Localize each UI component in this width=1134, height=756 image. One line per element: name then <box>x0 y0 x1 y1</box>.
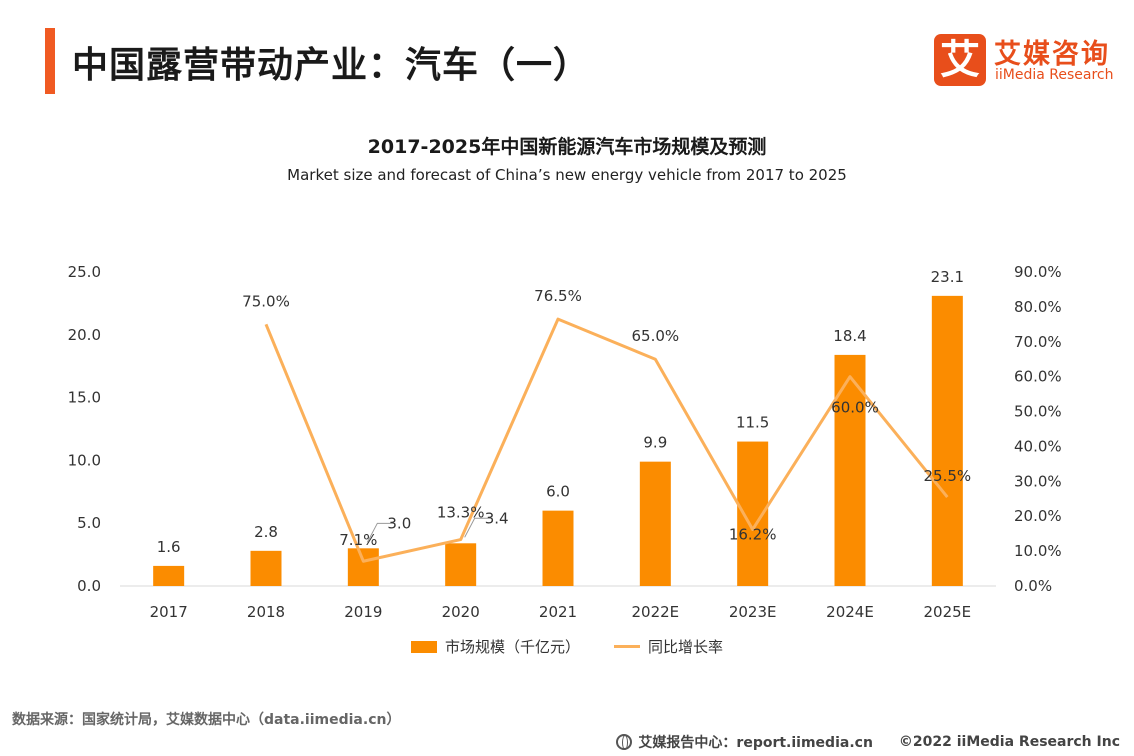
y-left-tick-label: 0.0 <box>77 577 101 595</box>
line-data-label: 65.0% <box>632 327 680 345</box>
x-tick-label: 2019 <box>344 603 382 621</box>
bar <box>931 295 963 586</box>
y-right-tick-label: 20.0% <box>1014 507 1062 525</box>
bar-data-label: 9.9 <box>643 434 667 452</box>
growth-rate-line <box>264 317 949 563</box>
bar-data-label: 2.8 <box>254 523 278 541</box>
y-right-tick-label: 90.0% <box>1014 263 1062 281</box>
x-tick-label: 2024E <box>826 603 874 621</box>
report-center-link[interactable]: 艾媒报告中心：report.iimedia.cn <box>638 735 873 751</box>
bar <box>347 548 379 586</box>
y-right-tick-label: 60.0% <box>1014 368 1062 386</box>
globe-icon <box>616 734 633 750</box>
title-accent-bar <box>45 28 55 94</box>
chart-title: 2017-2025年中国新能源汽车市场规模及预测 <box>367 136 767 158</box>
bar-data-label: 6.0 <box>546 483 570 501</box>
y-right-tick-label: 50.0% <box>1014 403 1062 421</box>
y-left-tick-label: 5.0 <box>77 514 101 532</box>
y-left-tick-label: 15.0 <box>68 389 101 407</box>
chart-legend: 市场规模（千亿元） 同比增长率 <box>0 636 1134 657</box>
data-source: 数据来源：国家统计局，艾媒数据中心（data.iimedia.cn） <box>12 712 401 728</box>
x-tick-label: 2022E <box>632 603 680 621</box>
line-data-label: 76.5% <box>534 287 582 305</box>
line-data-label: 16.2% <box>729 525 777 543</box>
data-label-leader <box>464 517 493 538</box>
logo-mark: 艾 <box>934 34 986 86</box>
y-left-tick-label: 10.0 <box>68 451 101 469</box>
y-right-tick-label: 80.0% <box>1014 298 1062 316</box>
bar-data-label: 18.4 <box>833 327 866 345</box>
logo-cn-text: 艾媒咨询 <box>994 39 1110 70</box>
line-data-label: 13.3% <box>437 504 485 522</box>
bar-data-label: 23.1 <box>931 268 964 286</box>
x-tick-label: 2023E <box>729 603 777 621</box>
line-data-label: 7.1% <box>339 531 377 549</box>
bar <box>639 461 671 586</box>
legend-label-market-size: 市场规模（千亿元） <box>444 638 580 656</box>
legend-line-swatch <box>614 645 640 648</box>
bar <box>250 550 282 586</box>
footer: 艾媒报告中心：report.iimedia.cn ©2022 iiMedia R… <box>616 732 1120 752</box>
copyright: ©2022 iiMedia Research Inc <box>898 734 1120 750</box>
bar-data-label: 3.4 <box>485 509 509 527</box>
page-title: 中国露营带动产业：汽车（一） <box>72 45 591 86</box>
legend-item-growth-rate: 同比增长率 <box>614 636 723 657</box>
line-data-label: 25.5% <box>924 467 972 485</box>
bar <box>445 543 477 586</box>
x-tick-label: 2020 <box>442 603 480 621</box>
y-right-tick-label: 30.0% <box>1014 472 1062 490</box>
logo-en-text: iiMedia Research <box>995 67 1114 83</box>
bar-data-label: 11.5 <box>736 414 769 432</box>
x-tick-label: 2018 <box>247 603 285 621</box>
y-left-tick-label: 20.0 <box>68 326 101 344</box>
bar <box>153 565 185 586</box>
x-tick-label: 2017 <box>150 603 188 621</box>
bar-data-label: 1.6 <box>157 538 181 556</box>
bar-data-label: 3.0 <box>387 514 411 532</box>
legend-bar-swatch <box>410 640 437 653</box>
y-right-tick-label: 10.0% <box>1014 542 1062 560</box>
data-label-leader <box>366 522 396 543</box>
x-tick-label: 2021 <box>539 603 577 621</box>
legend-item-market-size: 市场规模（千亿元） <box>410 636 580 657</box>
y-right-tick-label: 70.0% <box>1014 333 1062 351</box>
bar <box>542 510 574 586</box>
line-data-label: 75.0% <box>242 292 290 310</box>
legend-label-growth-rate: 同比增长率 <box>648 638 724 656</box>
y-right-tick-label: 40.0% <box>1014 437 1062 455</box>
line-data-label: 60.0% <box>831 399 879 417</box>
x-tick-label: 2025E <box>924 603 972 621</box>
y-left-tick-label: 25.0 <box>68 263 101 281</box>
y-right-tick-label: 0.0% <box>1014 577 1052 595</box>
iimedia-logo: 艾 艾媒咨询 iiMedia Research <box>934 34 1124 90</box>
chart-subtitle: Market size and forecast of China’s new … <box>287 166 847 184</box>
